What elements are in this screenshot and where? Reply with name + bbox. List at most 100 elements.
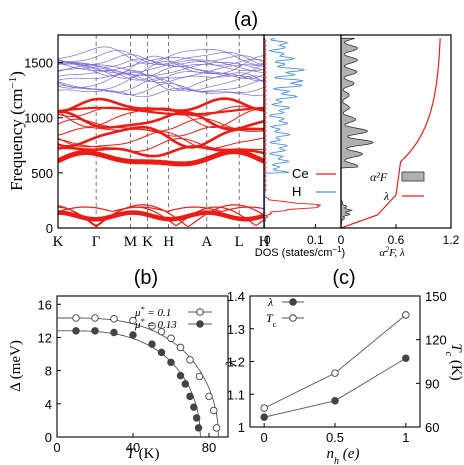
y-tick-right-label: 90 [425,376,439,391]
data-point [205,392,213,401]
data-point [148,322,156,330]
mid-band [58,97,264,114]
lambda-curve [340,38,441,229]
k-point-label: L [235,234,244,250]
h-band [58,50,264,66]
doping-axis-label: nh (e) [327,446,360,465]
data-point [167,358,175,367]
data-point [129,331,137,339]
y-tick-label: 16 [38,297,52,312]
y-tick-right-label: 60 [425,420,439,435]
data-point [72,314,80,322]
dos-legend: Ce H [292,166,336,199]
frequency-axis-label: Frequency (cm−1) [7,71,26,191]
plot-frame [56,295,229,438]
k-point-label: M [124,234,137,250]
h-band [58,74,264,92]
mid-band-strong [58,149,264,167]
y-tick-right-label: 120 [425,333,447,348]
data-point [157,327,166,336]
data-point [209,406,218,415]
y-tick-label: 1500 [24,56,53,71]
panel-label-a: (a) [234,9,258,31]
a2f-axis-label: α2F, λ [379,245,405,260]
data-point [186,392,194,401]
lambda-axis-label: λ [224,359,240,367]
x-tick-label: 40 [126,440,140,455]
legend-label-lambda: λ [383,189,389,203]
data-point [167,334,175,343]
data-point [402,311,410,319]
h-band [58,46,264,65]
data-point [331,397,339,405]
acoustic-band [58,204,264,228]
tc-axis-label: Tc (K) [444,343,464,380]
y-tick-label: 1.2 [227,355,245,370]
k-point-label: A [201,234,212,250]
data-point [72,327,80,335]
h-band [58,59,264,74]
legend-swatch-a2f [401,171,425,182]
series-line [264,314,407,409]
dos-ticks: 0 0.1 [263,224,324,247]
x-tick-label: 1 [402,430,409,445]
y-tick-label: 1.3 [227,322,245,337]
dos-axis-label: DOS (states/cm−1) [255,245,345,260]
y-tick-label: 0 [45,430,52,445]
data-point [181,380,189,388]
data-point [212,424,221,432]
data-point [192,414,201,422]
data-point [331,369,339,377]
y-tick-label: 1 [238,420,245,435]
legend-marker [289,314,297,322]
x-tick-label: 0 [53,440,60,455]
y-tick-label: 0 [46,221,53,236]
legend-marker [196,308,204,316]
mid-band [58,125,264,149]
h-band [58,57,264,72]
mid-band [58,110,264,131]
data-point [91,314,99,322]
data-point [260,404,268,412]
h-band [58,70,264,82]
a2f-ticks: 0 0.6 1.2 [338,224,460,247]
x-tick-label: 80 [202,440,216,455]
y-tick-right-label: 150 [425,289,447,304]
y-tick-label: 8 [45,364,52,379]
data-point [260,413,268,421]
x-tick-label: 0 [261,430,268,445]
legend-marker [289,298,297,306]
lambda-tc-vs-doping-plot: 1 1.1 1.2 1.3 1.4 60 90 120 150 0 0.5 1 λ Tc [227,289,447,445]
data-point [91,327,99,335]
x-tick-label: 0.1 [307,233,324,247]
acoustic-band [58,206,264,213]
y-tick-label: 1000 [24,111,53,126]
data-point [129,316,137,325]
h-band [58,66,264,81]
mid-band [58,118,264,132]
h-band [58,60,264,79]
data-point [110,328,118,337]
legend-label: μ* = 0.13 [134,317,177,332]
band-structure-plot [58,35,264,228]
k-point-label: K [53,234,64,250]
plot-frame [249,295,421,428]
k-point-label: Γ [92,234,101,250]
y-tick-label: 1.4 [227,289,245,304]
y-tick-label: 4 [45,397,52,412]
gap-vs-temperature-plot: 0 4 8 12 16 0 40 80 μ* = 0.1μ* = 0.13 [38,295,229,455]
legend-label-ce: Ce [292,166,309,181]
gap-curve [57,330,201,438]
dos-curve-ce [262,38,322,229]
h-band [58,58,264,68]
x-tick-label: 0 [264,233,271,247]
panel-label-c: (c) [332,267,355,289]
dos-plot [262,37,322,229]
k-point-label: K [142,234,153,250]
data-point [176,371,185,380]
legend-label: λ [267,295,273,309]
legend-label-a2f: α²F [370,170,388,184]
data-point [176,343,185,352]
